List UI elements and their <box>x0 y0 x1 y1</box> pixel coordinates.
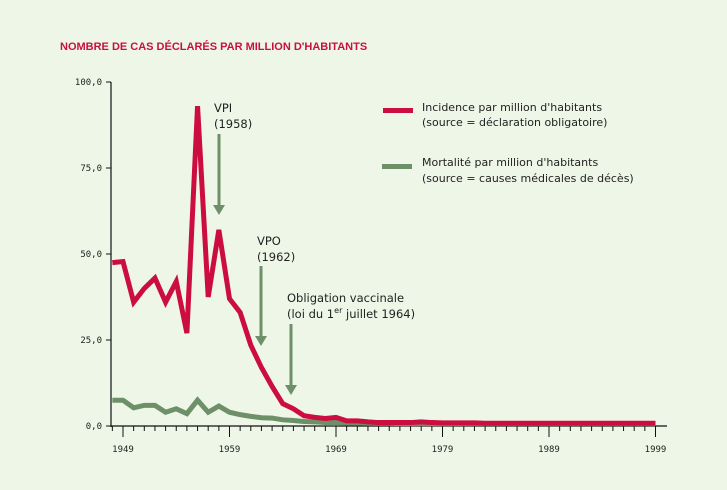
x-tick-label: 1969 <box>325 445 347 455</box>
arrow-down-icon <box>255 336 267 346</box>
y-tick-label: 0,0 <box>86 422 102 432</box>
legend-swatch-incidence <box>383 108 413 113</box>
legend-source-incidence: (source = déclaration obligatoire) <box>422 116 607 129</box>
y-tick-label: 75,0 <box>80 164 102 174</box>
arrow-down-icon <box>213 205 225 215</box>
annotations: VPI (1958) VPO (1962) Obligation vaccina… <box>213 101 415 395</box>
axes: 0,0 25,0 50,0 75,0 100,0 1949 1959 1969 1979 1989… <box>75 78 667 455</box>
x-tick-label: 1979 <box>432 445 454 455</box>
y-tick-label: 100,0 <box>75 78 102 88</box>
y-tick-label: 25,0 <box>80 336 102 346</box>
legend-swatch-mortalite <box>382 164 412 169</box>
x-tick-label: 1949 <box>112 445 134 455</box>
annotation-obligation-label: Obligation vaccinale <box>287 291 404 305</box>
x-tick-label: 1989 <box>538 445 560 455</box>
series-lines <box>112 105 656 427</box>
y-tick-label: 50,0 <box>80 250 102 260</box>
annotation-vpi-year: (1958) <box>214 117 252 131</box>
annotation-vpo-label: VPO <box>257 234 281 248</box>
incidence-line <box>112 105 656 426</box>
chart-title: NOMBRE DE CAS DÉCLARÉS PAR MILLION D'HAB… <box>60 40 367 53</box>
legend-source-mortalite: (source = causes médicales de décès) <box>422 172 634 185</box>
x-tick-label: 1959 <box>219 445 241 455</box>
legend-label-mortalite: Mortalité par million d'habitants <box>422 156 598 169</box>
annotation-vpi-label: VPI <box>214 101 232 115</box>
x-tick-label: 1999 <box>645 445 667 455</box>
arrow-down-icon <box>285 385 297 395</box>
legend: Incidence par million d'habitants (sourc… <box>382 101 634 185</box>
annotation-obligation-law: (loi du 1er juillet 1964) <box>287 306 415 321</box>
legend-label-incidence: Incidence par million d'habitants <box>422 101 602 114</box>
annotation-vpo-year: (1962) <box>257 250 295 264</box>
